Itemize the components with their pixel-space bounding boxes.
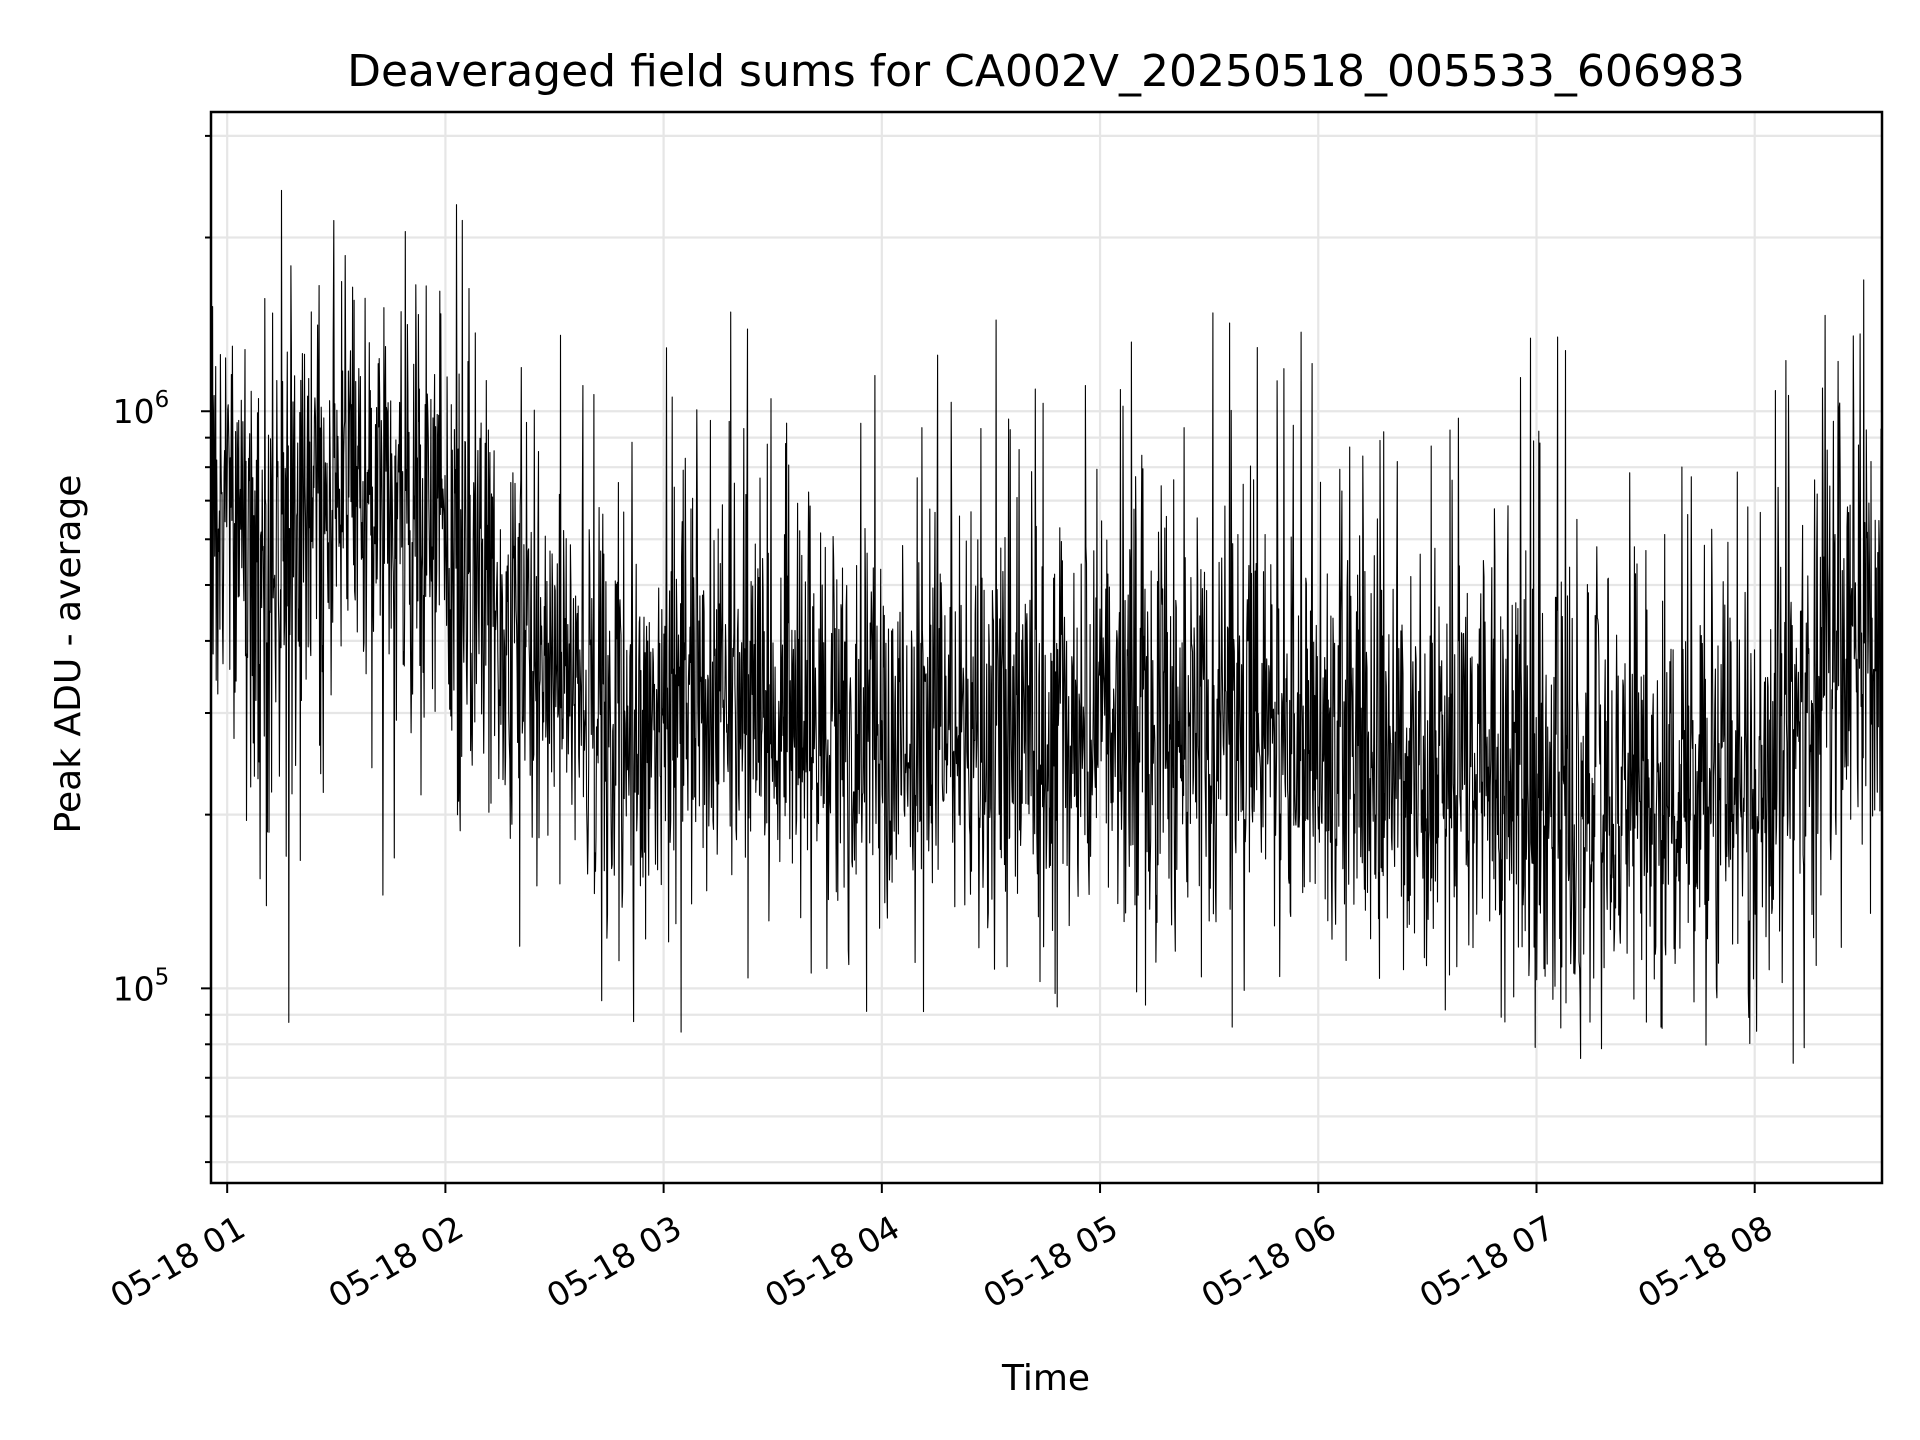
chart-title: Deaveraged field sums for CA002V_2025051… <box>347 46 1745 97</box>
y-tick-label-base: 10 <box>113 392 155 431</box>
y-tick-label-base: 10 <box>113 969 155 1008</box>
series-line <box>210 189 1883 1064</box>
y-tick-label: 106 <box>113 387 170 431</box>
y-tick-label-exponent: 5 <box>155 964 170 990</box>
y-axis-label: Peak ADU - average <box>48 475 89 834</box>
y-tick-label: 105 <box>113 964 170 1008</box>
y-tick-label-exponent: 6 <box>155 387 170 413</box>
plot-area <box>210 189 1883 1064</box>
x-axis-label: Time <box>1001 1358 1090 1399</box>
plot-frame <box>209 110 1884 1185</box>
